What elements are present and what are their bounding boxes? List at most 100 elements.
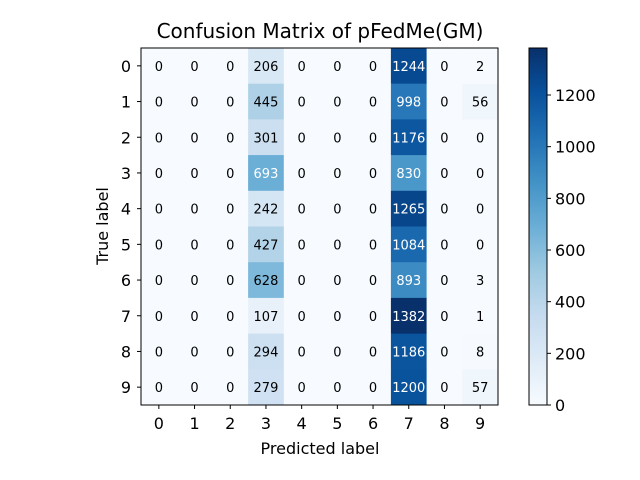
- heatmap-cell: [390, 119, 428, 156]
- x-tick-label: 6: [368, 414, 378, 433]
- cell-value-label: 0: [440, 60, 448, 75]
- heatmap-cell: [426, 155, 463, 192]
- heatmap-cell: [212, 262, 249, 299]
- colorbar-tick-label: 200: [555, 344, 586, 363]
- x-tick-label: 3: [261, 414, 271, 433]
- y-tick-label: 7: [121, 307, 131, 326]
- heatmap-cell: [390, 83, 428, 120]
- y-tick-label: 4: [121, 200, 131, 219]
- cell-value-label: 301: [254, 131, 279, 146]
- heatmap-cell: [283, 369, 320, 406]
- heatmap-cell: [248, 83, 285, 120]
- x-axis-label: Predicted label: [261, 439, 380, 458]
- cell-value-label: 0: [369, 60, 377, 75]
- heatmap-cell: [390, 333, 428, 370]
- heatmap-cell: [212, 226, 249, 263]
- cell-value-label: 0: [369, 203, 377, 218]
- heatmap-cell: [390, 297, 428, 335]
- heatmap-cell: [283, 297, 320, 335]
- heatmap-cell: [248, 262, 285, 299]
- cell-value-label: 0: [333, 310, 341, 325]
- cell-value-label: 893: [396, 274, 421, 289]
- plot-frame: [140, 47, 499, 406]
- heatmap-cell: [462, 155, 499, 192]
- colorbar-tick-label: 800: [555, 189, 586, 208]
- chart-title: Confusion Matrix of pFedMe(GM): [157, 19, 484, 43]
- heatmap-cell: [426, 226, 463, 263]
- cell-value-label: 0: [190, 96, 198, 111]
- heatmap-cell: [319, 155, 356, 192]
- cell-value-label: 0: [440, 203, 448, 218]
- x-tick-label: 0: [154, 414, 164, 433]
- cell-value-label: 1200: [392, 381, 425, 396]
- cell-value-label: 0: [226, 310, 234, 325]
- heatmap-cell: [319, 83, 356, 120]
- heatmap-cell: [462, 297, 499, 335]
- heatmap-cell: [462, 119, 499, 156]
- heatmap-cell: [355, 333, 392, 370]
- cell-value-label: 628: [254, 274, 279, 289]
- cell-value-label: 0: [298, 96, 306, 111]
- cell-value-label: 0: [155, 203, 163, 218]
- cell-value-label: 0: [333, 96, 341, 111]
- x-tick-label: 5: [332, 414, 342, 433]
- heatmap-cell: [355, 226, 392, 263]
- heatmap-cell: [176, 190, 213, 227]
- heatmap-cell: [212, 119, 249, 156]
- heatmap-cell: [390, 155, 428, 192]
- heatmap-cell: [176, 333, 213, 370]
- y-tick-label: 1: [121, 93, 131, 112]
- heatmap-cell: [426, 262, 463, 299]
- heatmap-cell: [283, 48, 320, 85]
- heatmap-cell: [176, 226, 213, 263]
- cell-value-label: 0: [369, 310, 377, 325]
- cell-value-label: 3: [476, 274, 484, 289]
- heatmap-cell: [355, 297, 392, 335]
- cell-value-label: 0: [298, 238, 306, 253]
- cell-value-label: 0: [226, 203, 234, 218]
- colorbar: [528, 47, 548, 406]
- cell-value-label: 0: [226, 345, 234, 360]
- heatmap-cell: [248, 297, 285, 335]
- y-tick-label: 5: [121, 235, 131, 254]
- cell-value-label: 242: [254, 203, 279, 218]
- heatmap-cell: [355, 119, 392, 156]
- cell-value-label: 0: [333, 167, 341, 182]
- cell-value-label: 0: [440, 167, 448, 182]
- heatmap-cell: [141, 226, 178, 263]
- heatmap-cell: [319, 226, 356, 263]
- heatmap-cell: [426, 119, 463, 156]
- heatmap-cell: [319, 262, 356, 299]
- heatmap-cell: [176, 297, 213, 335]
- heatmap-cell: [283, 119, 320, 156]
- heatmap-cell: [426, 297, 463, 335]
- x-tick-label: 2: [225, 414, 235, 433]
- cell-value-label: 0: [440, 345, 448, 360]
- heatmap-cell: [141, 297, 178, 335]
- heatmap-cell: [141, 190, 178, 227]
- cell-value-label: 0: [190, 274, 198, 289]
- cell-value-label: 8: [476, 345, 484, 360]
- heatmap-cell: [462, 262, 499, 299]
- heatmap-cell: [355, 83, 392, 120]
- cell-value-label: 830: [396, 167, 421, 182]
- cell-value-label: 0: [476, 167, 484, 182]
- cell-value-label: 0: [226, 60, 234, 75]
- cell-value-label: 0: [440, 131, 448, 146]
- cell-value-label: 0: [476, 131, 484, 146]
- heatmap-cell: [176, 48, 213, 85]
- y-tick-label: 2: [121, 128, 131, 147]
- cell-value-label: 0: [333, 131, 341, 146]
- cell-value-label: 0: [155, 310, 163, 325]
- y-tick-label: 0: [121, 57, 131, 76]
- heatmap-cell: [426, 333, 463, 370]
- heatmap-cell: [355, 190, 392, 227]
- colorbar-tick-label: 600: [555, 241, 586, 260]
- heatmap-cell: [390, 226, 428, 263]
- cell-value-label: 0: [155, 238, 163, 253]
- heatmap-cell: [283, 155, 320, 192]
- cell-value-label: 0: [333, 203, 341, 218]
- heatmap-cell: [355, 369, 392, 406]
- cell-value-label: 0: [369, 131, 377, 146]
- cell-value-label: 56: [472, 96, 489, 111]
